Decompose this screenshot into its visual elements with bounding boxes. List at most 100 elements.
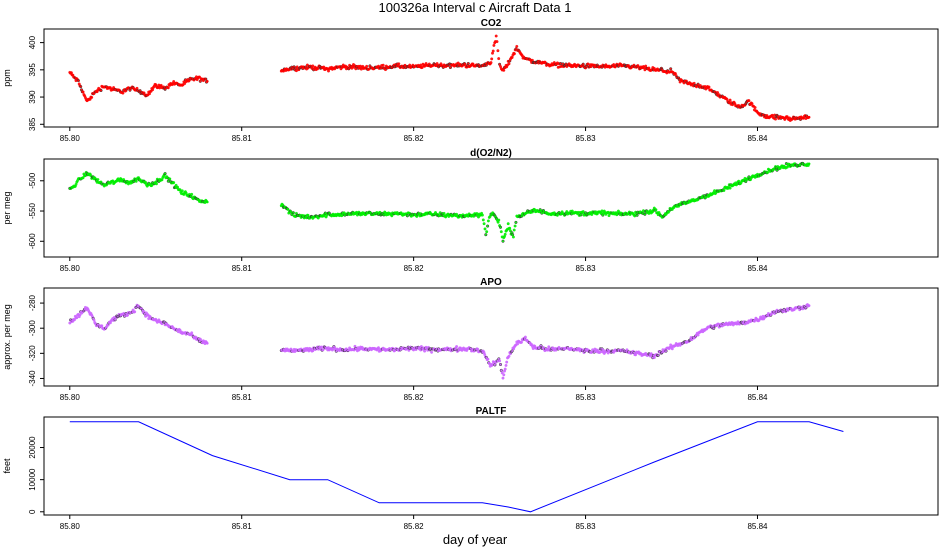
x-tick-label: 85.83 xyxy=(576,264,597,273)
data-point xyxy=(481,218,485,222)
data-point xyxy=(807,304,811,307)
data-point xyxy=(476,347,480,351)
data-point xyxy=(76,79,80,83)
panel-title: d(O2/N2) xyxy=(470,148,512,159)
data-point xyxy=(294,69,298,73)
data-point xyxy=(747,175,751,179)
x-tick-label: 85.81 xyxy=(232,522,253,531)
data-point xyxy=(168,177,172,181)
data-point xyxy=(515,44,519,48)
data-point xyxy=(496,49,500,53)
x-tick-label: 85.82 xyxy=(404,522,425,531)
data-point xyxy=(190,192,194,196)
x-tick-label: 85.82 xyxy=(404,393,425,402)
data-point xyxy=(486,357,490,361)
y-tick-label: -550 xyxy=(28,202,37,219)
data-point xyxy=(96,178,100,181)
data-point xyxy=(397,62,401,66)
data-point xyxy=(172,80,176,83)
data-point xyxy=(378,210,382,214)
panel-title: APO xyxy=(480,277,502,288)
data-point xyxy=(420,65,424,69)
data-point xyxy=(100,324,104,328)
data-point xyxy=(430,350,434,354)
data-point xyxy=(455,345,459,348)
data-point xyxy=(514,220,518,224)
data-point xyxy=(138,89,142,93)
data-point xyxy=(510,349,514,353)
data-point xyxy=(319,345,323,349)
data-point xyxy=(489,61,493,65)
data-point xyxy=(766,170,770,174)
x-tick-label: 85.81 xyxy=(232,264,253,273)
panels: CO2 85.80 85.81 85.82 85.83 85.84 385 390 395 400… xyxy=(2,18,939,531)
data-point xyxy=(501,239,505,243)
data-point xyxy=(166,86,170,90)
data-point xyxy=(495,40,499,44)
y-tick-label: 0 xyxy=(28,509,37,514)
panel-title: PALTF xyxy=(476,406,507,417)
data-layer xyxy=(68,34,811,122)
plot-frame xyxy=(43,416,939,516)
data-layer xyxy=(68,161,811,243)
data-point xyxy=(492,43,496,47)
y-tick-label: -280 xyxy=(28,295,37,312)
data-point xyxy=(707,85,711,89)
data-point xyxy=(79,85,83,89)
data-point xyxy=(497,57,501,61)
data-point xyxy=(753,106,757,109)
y-tick-label: 385 xyxy=(28,117,37,131)
data-point xyxy=(176,185,180,189)
x-tick-label: 85.80 xyxy=(60,134,81,143)
data-point xyxy=(486,224,490,228)
data-point xyxy=(198,79,202,83)
data-point xyxy=(75,316,79,320)
data-point xyxy=(180,189,184,193)
data-point xyxy=(377,346,380,350)
data-point xyxy=(121,91,125,95)
data-point xyxy=(497,218,501,222)
data-point xyxy=(482,222,486,226)
data-point xyxy=(183,82,187,85)
data-point xyxy=(466,61,470,66)
panel-paltf: PALTF 85.80 85.81 85.82 85.83 85.84 0 10000 2000… xyxy=(2,406,939,531)
data-point xyxy=(99,88,103,93)
x-tick-label: 85.80 xyxy=(60,522,81,531)
data-point xyxy=(505,360,509,364)
data-point xyxy=(539,344,543,348)
x-tick-label: 85.81 xyxy=(232,134,253,143)
panel-d-o2-n2-: d(O2/N2) 85.80 85.81 85.82 85.83 85.84 -500 -55… xyxy=(2,148,939,273)
data-point xyxy=(581,210,585,214)
data-point xyxy=(503,232,507,236)
data-point xyxy=(133,310,137,314)
data-point xyxy=(500,371,504,375)
data-point xyxy=(206,342,209,345)
data-point xyxy=(365,64,369,68)
data-point xyxy=(664,349,668,353)
data-point xyxy=(311,64,315,68)
plot-frame xyxy=(43,287,939,387)
data-point xyxy=(485,230,489,234)
data-point xyxy=(634,353,638,357)
data-point xyxy=(486,219,490,223)
data-point xyxy=(81,176,85,180)
data-point xyxy=(493,363,497,367)
data-point xyxy=(499,230,503,234)
data-point xyxy=(728,98,732,102)
plot-frame xyxy=(43,158,939,258)
x-tick-label: 85.81 xyxy=(232,393,253,402)
data-point xyxy=(520,340,523,344)
data-point xyxy=(579,213,583,217)
y-tick-label: -340 xyxy=(28,370,37,387)
y-tick-label: -300 xyxy=(28,320,37,337)
data-point xyxy=(507,354,511,358)
data-point xyxy=(448,65,452,70)
data-point xyxy=(504,363,508,367)
data-point xyxy=(804,306,808,310)
data-point xyxy=(78,313,82,317)
data-point xyxy=(508,229,512,233)
y-tick-label: 10000 xyxy=(28,468,37,491)
data-point xyxy=(483,227,487,231)
y-axis-label: feet xyxy=(2,458,12,474)
